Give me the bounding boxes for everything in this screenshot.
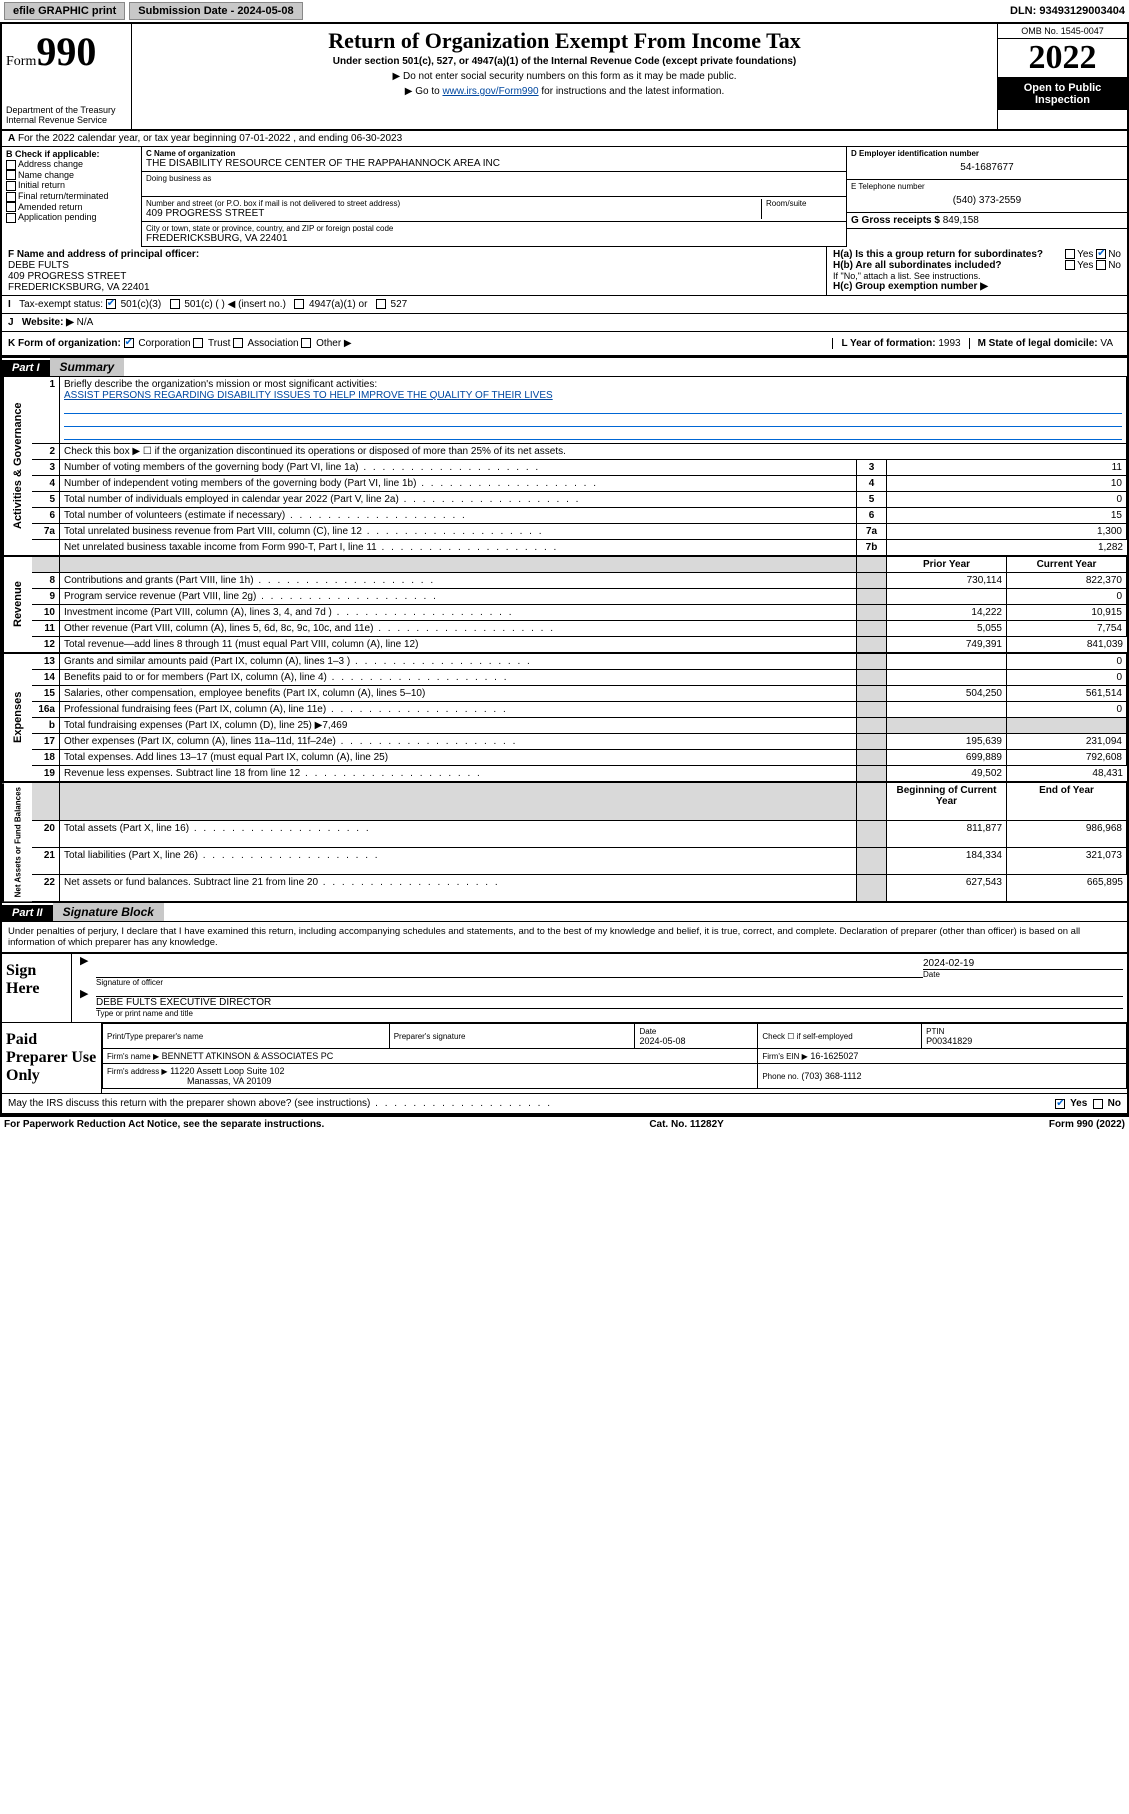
part1-header: Part ISummary (2, 357, 1127, 377)
box-c: C Name of organization THE DISABILITY RE… (142, 147, 847, 247)
signature-block: Sign Here Signature of officer 2024-02-1… (2, 952, 1127, 1022)
page-footer: For Paperwork Reduction Act Notice, see … (0, 1115, 1129, 1132)
officer-name: DEBE FULTS (8, 260, 69, 271)
form-title: Return of Organization Exempt From Incom… (140, 28, 989, 54)
sign-here-label: Sign Here (2, 954, 72, 1022)
discuss-row: May the IRS discuss this return with the… (2, 1093, 1127, 1113)
dept-treasury: Department of the Treasury (6, 105, 127, 115)
net-assets-section: Net Assets or Fund Balances Beginning of… (2, 781, 1127, 902)
officer-name-title: DEBE FULTS EXECUTIVE DIRECTOR (96, 997, 1123, 1008)
box-d-e-g: D Employer identification number 54-1687… (847, 147, 1127, 247)
form-instr-1: ▶ Do not enter social security numbers o… (140, 71, 989, 82)
box-h: H(a) Is this a group return for subordin… (827, 247, 1127, 295)
org-street: 409 PROGRESS STREET (146, 208, 757, 219)
discuss-no-checkbox[interactable] (1093, 1099, 1103, 1109)
form-header: Form990 Department of the Treasury Inter… (2, 24, 1127, 131)
top-toolbar: efile GRAPHIC print Submission Date - 20… (0, 0, 1129, 22)
box-k-l-m: K Form of organization: Corporation Trus… (2, 332, 1127, 357)
expenses-section: Expenses 13Grants and similar amounts pa… (2, 652, 1127, 781)
box-f: F Name and address of principal officer:… (2, 247, 827, 295)
dln-label: DLN: 93493129003404 (1010, 5, 1125, 17)
preparer-table: Print/Type preparer's name Preparer's si… (102, 1023, 1127, 1089)
sign-date: 2024-02-19 (923, 958, 1123, 969)
pra-notice: For Paperwork Reduction Act Notice, see … (4, 1119, 324, 1130)
501c3-checkbox[interactable] (106, 299, 116, 309)
submission-date-button[interactable]: Submission Date - 2024-05-08 (129, 2, 302, 20)
org-name: THE DISABILITY RESOURCE CENTER OF THE RA… (146, 158, 842, 169)
header-right: OMB No. 1545-0047 2022 Open to Public In… (997, 24, 1127, 129)
irs-link[interactable]: www.irs.gov/Form990 (442, 86, 538, 97)
discuss-yes-checkbox[interactable] (1055, 1099, 1065, 1109)
tax-year: 2022 (998, 39, 1127, 78)
part2-header: Part IISignature Block (2, 902, 1127, 922)
ein: 54-1687677 (851, 158, 1123, 177)
form-subtitle: Under section 501(c), 527, or 4947(a)(1)… (140, 56, 989, 67)
officer-group-block: F Name and address of principal officer:… (2, 247, 1127, 296)
sidetab-expenses: Expenses (2, 654, 32, 781)
phone: (540) 373-2559 (851, 191, 1123, 210)
activities-governance: Activities & Governance 1 Briefly descri… (2, 377, 1127, 555)
sidetab-governance: Activities & Governance (2, 377, 32, 555)
sidetab-revenue: Revenue (2, 557, 32, 652)
identity-block: B Check if applicable: Address change Na… (2, 147, 1127, 247)
box-j: J Website: ▶ N/A (2, 314, 1127, 332)
header-title-block: Return of Organization Exempt From Incom… (132, 24, 997, 129)
firm-name: BENNETT ATKINSON & ASSOCIATES PC (162, 1051, 334, 1061)
org-city: FREDERICKSBURG, VA 22401 (146, 233, 842, 244)
sidetab-netassets: Net Assets or Fund Balances (2, 783, 32, 901)
form-number: Form990 (6, 28, 127, 75)
paid-preparer-block: Paid Preparer Use Only Print/Type prepar… (2, 1022, 1127, 1093)
form-ref: Form 990 (2022) (1049, 1119, 1125, 1130)
revenue-section: Revenue Prior Year Current Year 8Contrib… (2, 555, 1127, 652)
gross-receipts: 849,158 (943, 215, 979, 226)
mission-link[interactable]: ASSIST PERSONS REGARDING DISABILITY ISSU… (64, 390, 553, 401)
omb-number: OMB No. 1545-0047 (998, 24, 1127, 39)
tax-year-period: A For the 2022 calendar year, or tax yea… (2, 131, 1127, 147)
perjury-declaration: Under penalties of perjury, I declare th… (2, 922, 1127, 952)
open-to-public: Open to Public Inspection (998, 78, 1127, 110)
box-i: I Tax-exempt status: 501(c)(3) 501(c) ( … (2, 296, 1127, 314)
box-b: B Check if applicable: Address change Na… (2, 147, 142, 247)
form-instr-2: ▶ Go to www.irs.gov/Form990 for instruct… (140, 86, 989, 97)
form-container: Form990 Department of the Treasury Inter… (0, 22, 1129, 1115)
paid-preparer-label: Paid Preparer Use Only (2, 1023, 102, 1093)
header-left: Form990 Department of the Treasury Inter… (2, 24, 132, 129)
catalog-number: Cat. No. 11282Y (649, 1119, 723, 1130)
irs-label: Internal Revenue Service (6, 115, 127, 125)
efile-print-button[interactable]: efile GRAPHIC print (4, 2, 125, 20)
